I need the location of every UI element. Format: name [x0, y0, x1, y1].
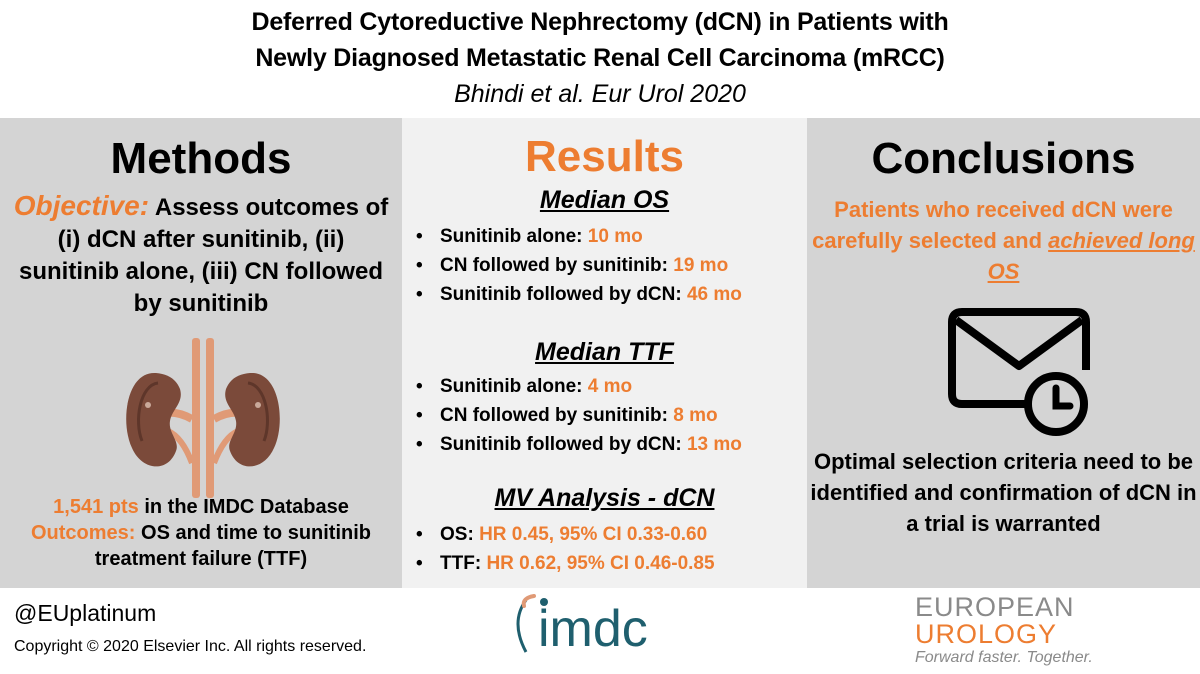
list-item: • Sunitinib alone: 10 mo [416, 226, 643, 247]
title-line-2: Newly Diagnosed Metastatic Renal Cell Ca… [255, 44, 945, 72]
eu-line-2: UROLOGY [915, 619, 1058, 649]
list-item: • CN followed by sunitinib: 19 mo [416, 255, 729, 276]
eu-line-1: EUROPEAN [915, 592, 1075, 622]
mv-analysis-list: • OS: HR 0.45, 95% CI 0.33-0.60 • TTF: HR … [416, 520, 796, 578]
results-heading: Results [525, 132, 684, 181]
median-os-heading: Median OS [539, 186, 670, 214]
list-item: • Sunitinib alone: 4 mo [416, 376, 633, 397]
twitter-handle[interactable]: @EUplatinum [14, 600, 157, 626]
citation: Bhindi et al. Eur Urol 2020 [454, 80, 746, 108]
list-item: • CN followed by sunitinib: 8 mo [416, 405, 718, 426]
conclusions-heading: Conclusions [871, 134, 1136, 183]
methods-panel: Methods Objective: Assess outcomes of (i… [0, 118, 402, 588]
list-item: • Sunitinib followed by dCN: 46 mo [416, 284, 742, 305]
objective-text: Objective: Assess outcomes of (i) dCN af… [10, 190, 392, 320]
svg-text:imdc: imdc [538, 600, 648, 658]
conclusion-2: Optimal selection criteria need to be id… [810, 449, 1197, 536]
copyright: Copyright © 2020 Elsevier Inc. All right… [14, 638, 367, 655]
outcomes-text: OS and time to sunitinib treatment failu… [94, 522, 372, 570]
list-item: • Sunitinib followed by dCN: 13 mo [416, 434, 742, 455]
list-item: • OS: HR 0.45, 95% CI 0.33-0.60 [416, 524, 708, 545]
eu-tagline: Forward faster. Together. [915, 649, 1093, 666]
patients-outcomes: 1,541 pts in the IMDC Database Outcomes:… [0, 494, 402, 572]
conclusions-panel: Conclusions Patients who received dCN we… [807, 118, 1200, 588]
objective-label: Objective: [13, 190, 150, 221]
methods-heading: Methods [110, 134, 292, 183]
conclusion-1-emphasis: achieved long OS [987, 228, 1195, 284]
median-ttf-heading: Median TTF [535, 338, 674, 366]
envelope-clock-icon [948, 308, 1090, 436]
pts-count: 1,541 pts [53, 496, 139, 518]
conclusion-1: Patients who received dCN were carefully… [812, 197, 1195, 284]
results-panel: Results Median OS • Sunitinib alone: 10 m… [402, 118, 807, 588]
list-item: • TTF: HR 0.62, 95% CI 0.46-0.85 [416, 553, 715, 574]
european-urology-logo: EUROPEAN UROLOGY Forward faster. Togethe… [915, 594, 1165, 668]
objective-body: Assess outcomes of (i) dCN after sunitin… [19, 194, 389, 317]
outcomes-label: Outcomes: [30, 522, 136, 544]
title-line-1: Deferred Cytoreductive Nephrectomy (dCN)… [251, 8, 949, 36]
kidneys-icon [126, 338, 280, 498]
median-os-list: • Sunitinib alone: 10 mo • CN followed by … [416, 222, 796, 309]
pts-text: in the IMDC Database [138, 496, 349, 518]
median-ttf-list: • Sunitinib alone: 4 mo • CN followed by s… [416, 372, 796, 459]
imdc-logo: imdc [516, 594, 648, 658]
header: Deferred Cytoreductive Nephrectomy (dCN)… [0, 0, 1200, 118]
mv-analysis-heading: MV Analysis - dCN [494, 484, 715, 512]
